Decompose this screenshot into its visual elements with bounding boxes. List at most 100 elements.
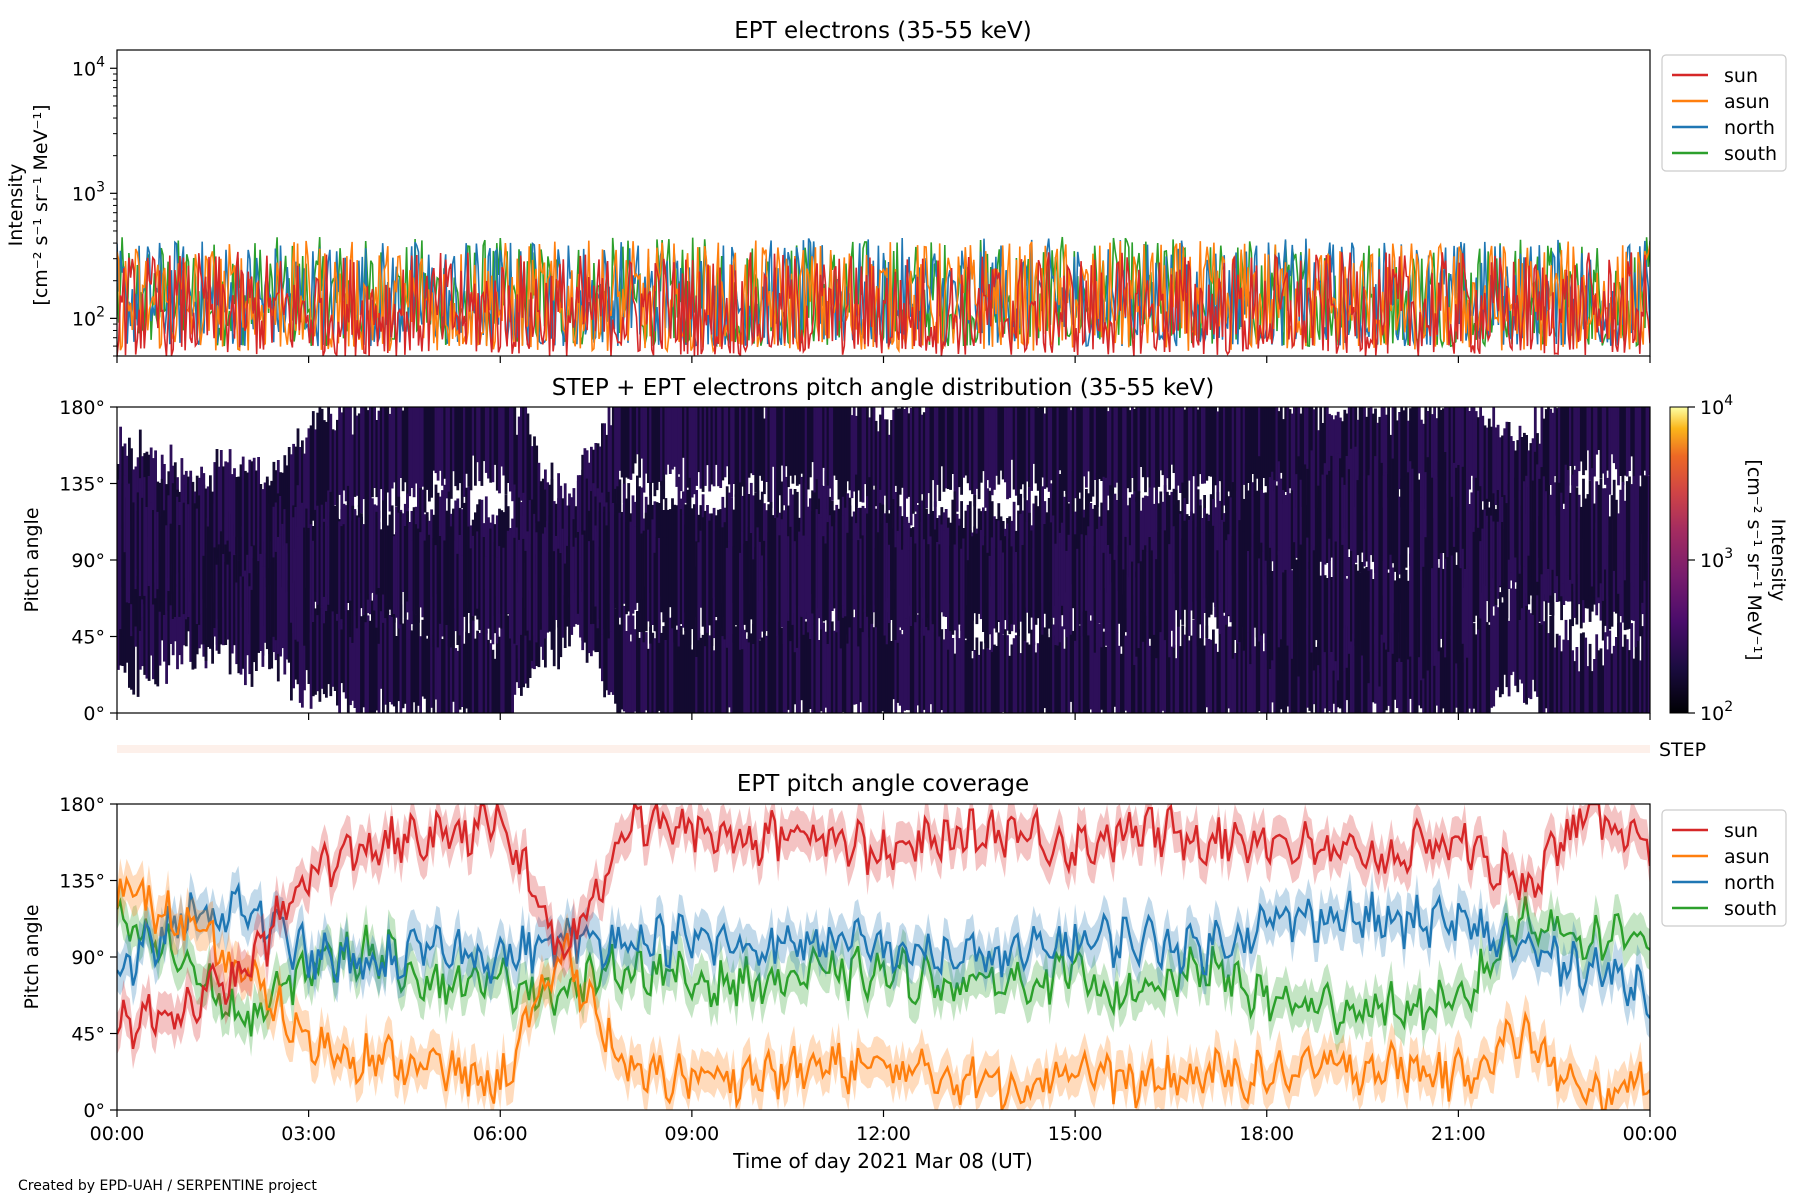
pad-cell	[1258, 456, 1261, 571]
pad-cell	[480, 407, 484, 486]
pad-cell	[785, 407, 788, 467]
pad-cell	[785, 624, 788, 713]
pad-cell	[1172, 526, 1176, 648]
pad-cell	[1334, 541, 1338, 662]
pad-cell	[1516, 518, 1520, 601]
pad-cell	[942, 639, 946, 713]
pad-cell	[1446, 480, 1450, 564]
pad-cell	[1575, 487, 1579, 564]
pad-cell	[1527, 453, 1531, 556]
pad-cell	[250, 532, 254, 642]
pad-cell	[743, 543, 747, 625]
pad-cell	[1374, 553, 1377, 645]
pad-cell	[1492, 615, 1496, 707]
pad-cell	[436, 527, 440, 648]
pad-cell	[1325, 407, 1329, 510]
pad-cell	[690, 541, 694, 630]
pad-cell	[846, 634, 850, 713]
pad-cell	[1439, 647, 1443, 713]
pad-cell	[1268, 407, 1272, 498]
pad-cell	[495, 557, 499, 644]
pad-cell	[809, 407, 812, 478]
pad-cell	[662, 407, 666, 500]
pad-cell	[1422, 566, 1425, 679]
pad-cell	[141, 583, 144, 667]
pad-cell	[712, 650, 716, 713]
pad-cell	[1255, 490, 1259, 585]
pad-cell	[1087, 407, 1090, 472]
pad-cell	[824, 543, 828, 621]
pad-cell	[1043, 627, 1047, 709]
pad-cell	[1299, 635, 1303, 713]
pad-cell	[513, 537, 517, 644]
pad-cell	[1461, 407, 1465, 514]
pad-cell	[136, 575, 140, 697]
pad-cell	[778, 622, 782, 713]
pad-cell	[447, 527, 451, 647]
pad-cell	[430, 407, 433, 498]
pad-cell	[195, 508, 199, 624]
pad-cell	[1606, 477, 1609, 600]
pad-cell	[1223, 615, 1226, 713]
pad-cell	[795, 536, 799, 648]
pad-cell	[933, 529, 937, 640]
step-strip	[117, 745, 1650, 753]
pad-cell	[1341, 544, 1344, 648]
pad-cell	[657, 538, 661, 643]
pad-cell	[329, 512, 333, 628]
pad-cell	[835, 522, 839, 633]
pad-cell	[616, 407, 620, 504]
pad-cell	[1527, 609, 1531, 698]
pad-cell	[246, 472, 249, 551]
pad-cell	[813, 623, 817, 713]
pad-cell	[434, 545, 438, 640]
pad-cell	[530, 499, 534, 588]
pad-cell	[530, 544, 534, 661]
pad-cell	[1341, 477, 1344, 582]
pad-cell	[366, 615, 370, 713]
pad-cell	[1431, 414, 1434, 502]
pad-cell	[399, 604, 403, 713]
pad-cell	[734, 626, 738, 713]
pad-cell	[964, 640, 968, 713]
legend-label-sun: sun	[1724, 65, 1758, 87]
x-tick-label: 12:00	[856, 1123, 911, 1145]
pad-cell	[1485, 515, 1489, 601]
pad-cell	[1102, 552, 1106, 629]
pad-cell	[408, 522, 412, 640]
pad-cell	[1128, 613, 1132, 713]
pad-cell	[1457, 407, 1461, 507]
pad-cell	[769, 407, 773, 509]
pad-cell	[614, 407, 617, 502]
pad-cell	[929, 616, 933, 705]
pad-cell	[1501, 435, 1504, 537]
pad-cell	[1091, 540, 1095, 648]
pad-cell	[1028, 512, 1031, 634]
y-tick-label: 135°	[59, 871, 105, 893]
pad-cell	[1422, 453, 1425, 574]
pad-cell	[438, 496, 442, 574]
pad-cell	[1293, 407, 1296, 486]
pad-cell	[1369, 407, 1373, 491]
pad-cell	[239, 576, 243, 675]
pad-cell	[397, 407, 401, 507]
pad-cell	[1225, 612, 1228, 713]
pad-cell	[1039, 527, 1042, 639]
pad-cell	[1260, 489, 1263, 567]
pad-cell	[1474, 527, 1478, 616]
pad-cell	[1233, 483, 1237, 573]
pad-cell	[822, 485, 825, 568]
pad-cell	[1608, 407, 1612, 495]
pad-cell	[130, 588, 133, 690]
pad-cell	[465, 407, 468, 474]
pad-cell	[1352, 559, 1355, 663]
pad-cell	[618, 407, 622, 471]
pad-cell	[384, 407, 387, 509]
pad-cell	[793, 489, 797, 584]
pad-cell	[1323, 575, 1327, 653]
pad-cell	[570, 554, 574, 635]
pad-cell	[143, 592, 147, 675]
pad-cell	[1509, 472, 1513, 573]
pad-cell	[931, 527, 935, 625]
pad-cell	[1328, 603, 1331, 712]
